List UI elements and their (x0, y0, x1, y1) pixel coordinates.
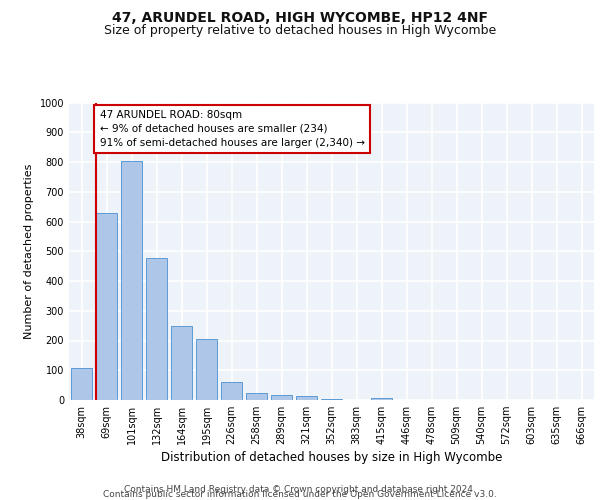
Text: Contains public sector information licensed under the Open Government Licence v3: Contains public sector information licen… (103, 490, 497, 499)
Bar (271, 395, 292, 400)
X-axis label: Distribution of detached houses by size in High Wycombe: Distribution of detached houses by size … (161, 452, 502, 464)
Text: 47 ARUNDEL ROAD: 80sqm
← 9% of detached houses are smaller (234)
91% of semi-det: 47 ARUNDEL ROAD: 80sqm ← 9% of detached … (100, 110, 365, 148)
Bar (371, 398, 392, 400)
Bar (196, 339, 217, 400)
Bar (246, 392, 267, 400)
Bar (171, 326, 192, 400)
Y-axis label: Number of detached properties: Number of detached properties (24, 164, 34, 339)
Bar (221, 382, 242, 400)
Bar (146, 258, 167, 400)
Bar (321, 398, 342, 400)
Bar (296, 396, 317, 400)
Text: 47, ARUNDEL ROAD, HIGH WYCOMBE, HP12 4NF: 47, ARUNDEL ROAD, HIGH WYCOMBE, HP12 4NF (112, 11, 488, 25)
Text: Size of property relative to detached houses in High Wycombe: Size of property relative to detached ho… (104, 24, 496, 37)
Text: Contains HM Land Registry data © Crown copyright and database right 2024.: Contains HM Land Registry data © Crown c… (124, 484, 476, 494)
Bar (71, 368, 92, 400)
Bar (121, 160, 142, 400)
Bar (96, 212, 117, 400)
